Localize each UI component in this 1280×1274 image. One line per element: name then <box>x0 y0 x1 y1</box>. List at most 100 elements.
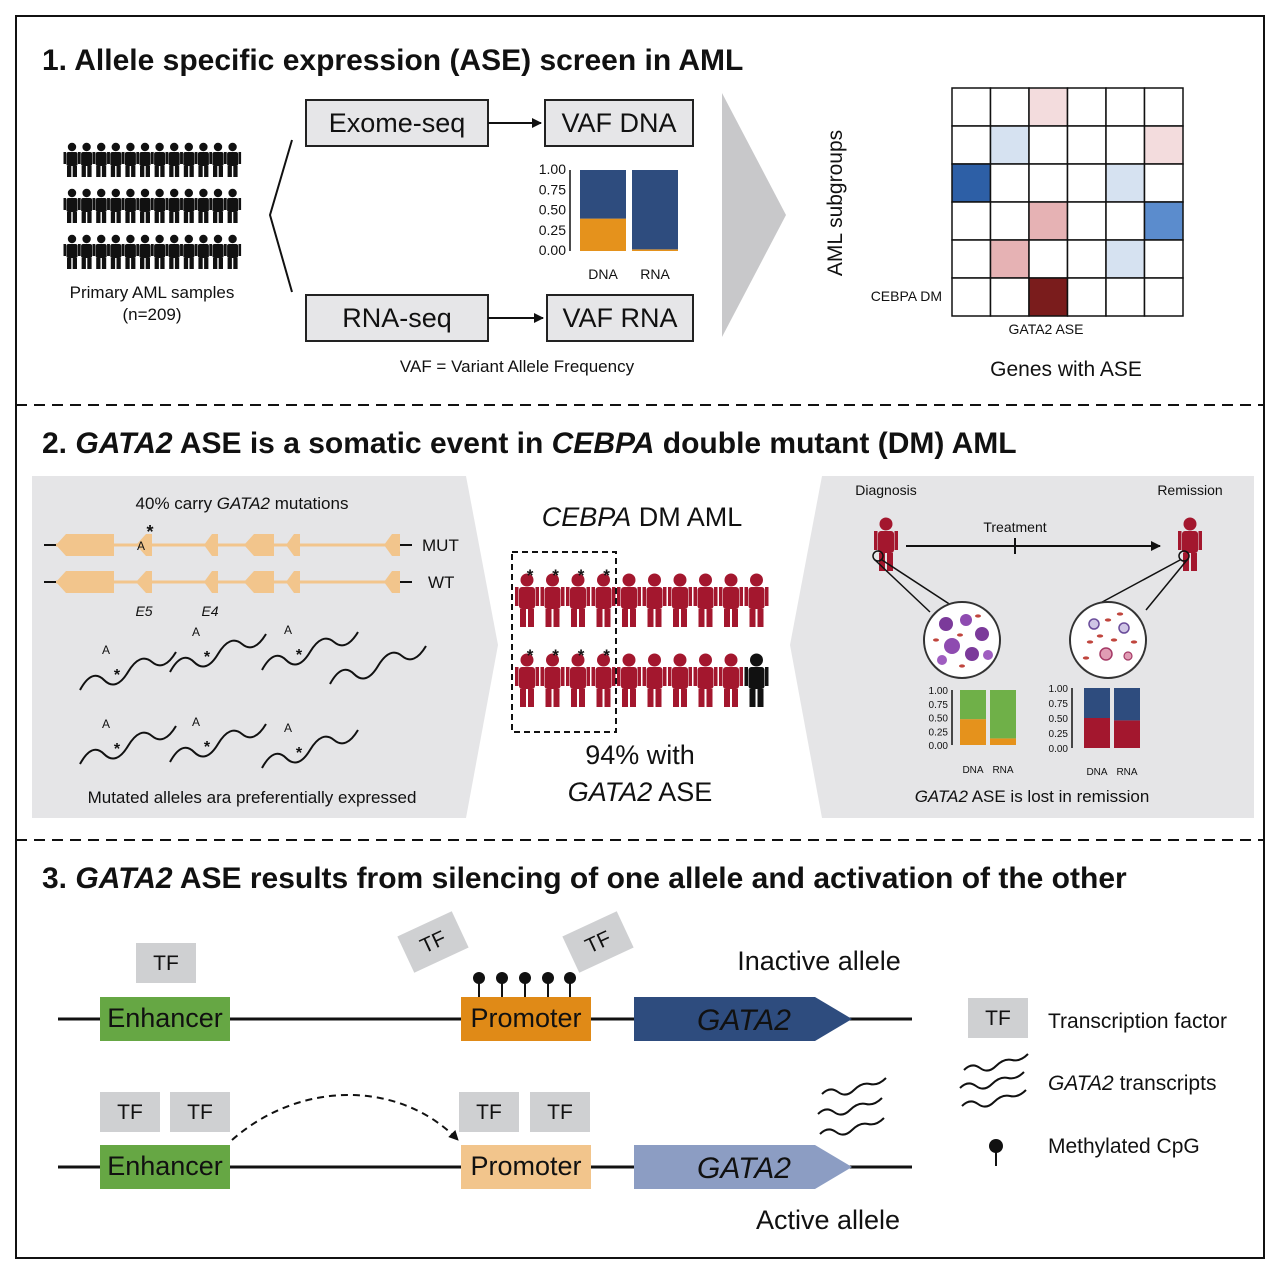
patient-person-icon <box>693 653 718 707</box>
heatmap-cell <box>951 201 992 241</box>
heatmap-cell <box>1066 87 1107 127</box>
wt-label: WT <box>428 573 454 592</box>
sample-person-icon <box>63 234 81 269</box>
heatmap-col-label: GATA2 ASE <box>1009 321 1084 337</box>
exon4-label: E4 <box>201 603 218 619</box>
legend-cpg-icon <box>989 1139 1003 1166</box>
y-tick-label: 0.00 <box>539 242 566 258</box>
sample-person-icon <box>180 188 198 223</box>
heatmap-cell <box>1066 163 1107 203</box>
remission-label: Remission <box>1157 482 1222 498</box>
carry-mutations-label: 40% carry GATA2 mutations <box>136 494 349 513</box>
remission-bone-marrow-icon <box>1069 601 1147 679</box>
svg-text:TF: TF <box>547 1101 573 1124</box>
heatmap-cell <box>1143 163 1184 203</box>
sample-person-icon <box>136 234 154 269</box>
sample-person-icon <box>224 234 242 269</box>
gata2-gene-inactive <box>634 997 852 1041</box>
primary-samples-crowd <box>63 142 242 269</box>
methylated-cpg-lollipops <box>473 972 576 997</box>
ase-lost-caption: GATA2 ASE is lost in remission <box>915 787 1150 806</box>
section-1-title: 1. Allele specific expression (ASE) scre… <box>42 44 743 77</box>
mutation-star: * <box>552 566 559 585</box>
mutation-star: * <box>204 739 211 756</box>
cebpa-dm-cohort: * * * * * * * * <box>515 566 769 707</box>
vaf-bar-chart-screen: 1.00 0.75 0.50 0.25 0.00 DNA RNA <box>539 161 678 282</box>
sample-person-icon <box>121 142 139 177</box>
tf-box <box>136 943 196 983</box>
vaf-bar-chart-diagnosis: 1.00 0.75 0.50 0.25 0.00 DNA RNA <box>929 686 1016 776</box>
heatmap-cell <box>1105 239 1146 279</box>
vaf-dna-box <box>544 99 694 147</box>
svg-text:A: A <box>137 539 145 553</box>
svg-text:TF: TF <box>117 1101 143 1124</box>
sample-person-icon <box>121 188 139 223</box>
sample-person-icon <box>151 188 169 223</box>
y-tick-label: 0.25 <box>539 222 566 238</box>
vaf-rna-box <box>546 294 694 342</box>
bar-segment <box>960 719 986 745</box>
sample-person-icon <box>165 234 183 269</box>
heatmap-row-label: CEBPA DM <box>871 288 942 304</box>
x-category-label: RNA <box>640 266 670 282</box>
bar-segment <box>580 218 626 251</box>
samples-label: Primary AML samples <box>70 283 235 302</box>
y-tick-label: 0.75 <box>1049 699 1069 710</box>
y-tick-label: 0.50 <box>539 202 566 218</box>
heatmap-cell <box>1105 87 1146 127</box>
heatmap-cell <box>1143 201 1184 241</box>
heatmap-cell <box>1028 163 1069 203</box>
heatmap-cell <box>989 201 1030 241</box>
y-tick-label: 1.00 <box>539 161 566 177</box>
sample-person-icon <box>92 234 110 269</box>
tf-box <box>100 1092 160 1132</box>
heatmap-cell <box>951 87 992 127</box>
heatmap-cell <box>1143 277 1184 317</box>
mutation-star: * <box>603 566 610 585</box>
legend-cpg-label: Methylated CpG <box>1048 1135 1200 1158</box>
rna-reads: A * A * A * A * A * A * <box>79 623 427 769</box>
heatmap-cell <box>951 163 992 203</box>
bar-segment <box>1114 720 1140 748</box>
y-tick-label: 0.25 <box>929 727 949 738</box>
sample-person-icon <box>180 234 198 269</box>
patient-person-icon <box>719 573 743 627</box>
gene-structure-mut: A * MUT <box>44 522 459 556</box>
vaf-bar-chart-remission: 1.00 0.75 0.50 0.25 0.00 DNA RNA <box>1049 684 1140 778</box>
pct-gene-label: GATA2 ASE <box>568 777 713 807</box>
y-tick-label: 0.00 <box>1049 744 1069 755</box>
sample-person-icon <box>78 234 96 269</box>
y-tick-label: 0.75 <box>929 700 949 711</box>
mutation-star: * <box>578 566 585 585</box>
svg-text:TF: TF <box>476 1101 502 1124</box>
patient-person-icon <box>744 653 769 707</box>
patient-person-icon <box>617 653 641 707</box>
enhancer-promoter-loop-arrow <box>231 1094 459 1141</box>
section-3: 3. GATA2 ASE results from silencing of o… <box>42 862 1227 1235</box>
gata2-gene-active <box>634 1145 852 1189</box>
svg-text:Enhancer: Enhancer <box>107 1003 223 1033</box>
mutation-star: * <box>552 646 559 665</box>
x-category-label: RNA <box>1116 767 1137 778</box>
y-tick-label: 0.00 <box>929 741 949 752</box>
allele-letter: A <box>284 623 292 637</box>
y-tick-label: 1.00 <box>929 686 949 697</box>
x-category-label: DNA <box>962 765 983 776</box>
y-tick-label: 0.75 <box>539 181 566 197</box>
section-2-title: 2. GATA2 ASE is a somatic event in CEBPA… <box>42 427 1017 460</box>
heatmap-cell <box>951 277 992 317</box>
sample-person-icon <box>78 142 96 177</box>
active-allele-label: Active allele <box>756 1205 900 1235</box>
mutation-star: * <box>578 646 585 665</box>
section-2: 2. GATA2 ASE is a somatic event in CEBPA… <box>32 427 1254 818</box>
y-tick-label: 0.50 <box>1049 714 1069 725</box>
sample-person-icon <box>209 142 227 177</box>
mutation-star: * <box>296 647 303 664</box>
svg-text:Promoter: Promoter <box>470 1003 581 1033</box>
heatmap-cell <box>1143 87 1184 127</box>
sample-person-icon <box>209 188 227 223</box>
treatment-label: Treatment <box>983 519 1046 535</box>
y-tick-label: 0.50 <box>929 714 949 725</box>
allele-letter: A <box>102 643 110 657</box>
allele-letter: A <box>284 721 292 735</box>
